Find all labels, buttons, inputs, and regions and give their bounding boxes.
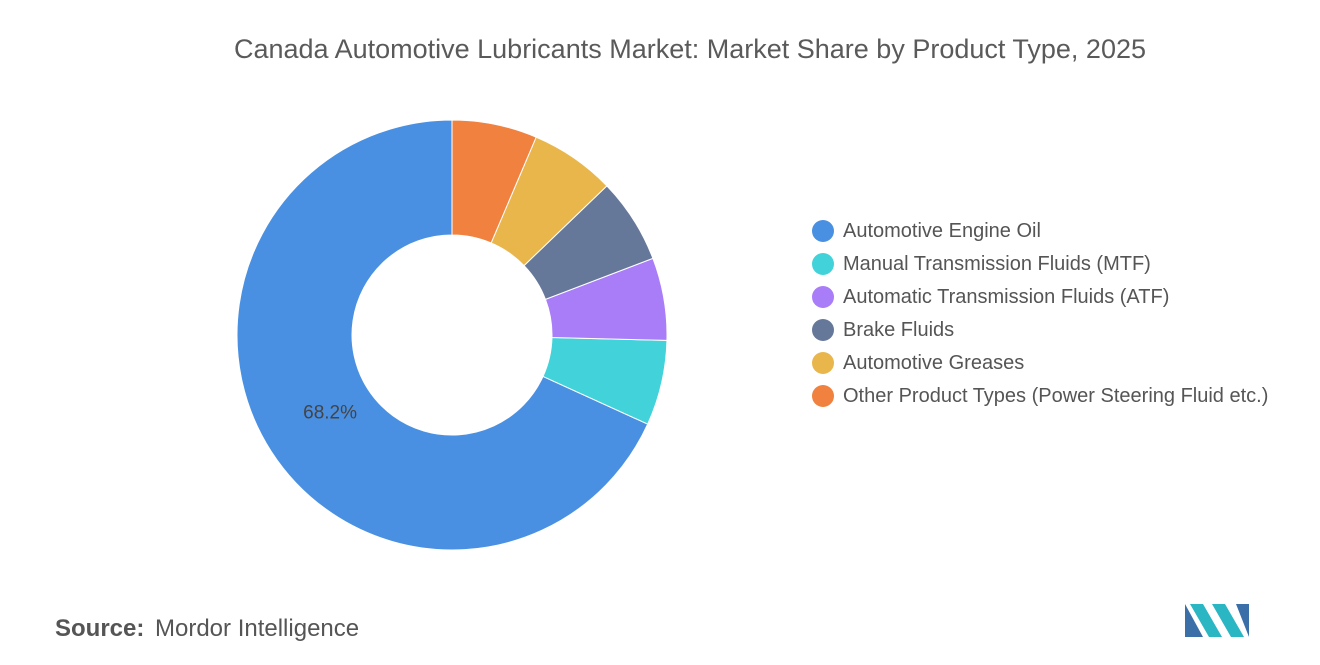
legend-swatch xyxy=(812,253,834,275)
legend-item: Brake Fluids xyxy=(812,317,1282,343)
data-label: 68.2% xyxy=(303,402,357,423)
legend-item: Automotive Greases xyxy=(812,350,1282,376)
legend-swatch xyxy=(812,352,834,374)
legend-label: Manual Transmission Fluids (MTF) xyxy=(843,253,1151,275)
legend-item: Other Product Types (Power Steering Flui… xyxy=(812,383,1282,409)
slice xyxy=(236,119,649,551)
legend-item: Automatic Transmission Fluids (ATF) xyxy=(812,284,1282,310)
legend-label: Brake Fluids xyxy=(843,319,955,341)
legend-swatch xyxy=(812,385,834,407)
source-label: Source: xyxy=(55,615,144,642)
slice xyxy=(451,119,537,244)
legend-label: Other Product Types (Power Steering Flui… xyxy=(843,385,1269,407)
legend-swatch xyxy=(812,220,834,242)
legend-item: Automotive Engine Oil xyxy=(812,218,1282,244)
legend-swatch xyxy=(812,319,834,341)
source: Mordor Intelligence xyxy=(155,615,359,642)
legend-label: Automotive Greases xyxy=(843,352,1025,374)
logo xyxy=(1185,604,1249,637)
legend-label: Automatic Transmission Fluids (ATF) xyxy=(843,286,1170,308)
chart-title: Canada Automotive Lubricants Market: Mar… xyxy=(234,34,1146,64)
legend-label: Automotive Engine Oil xyxy=(843,220,1041,242)
legend-item: Manual Transmission Fluids (MTF) xyxy=(812,251,1282,277)
legend: Automotive Engine Oil Manual Transmission… xyxy=(812,218,1282,416)
legend-swatch xyxy=(812,286,834,308)
